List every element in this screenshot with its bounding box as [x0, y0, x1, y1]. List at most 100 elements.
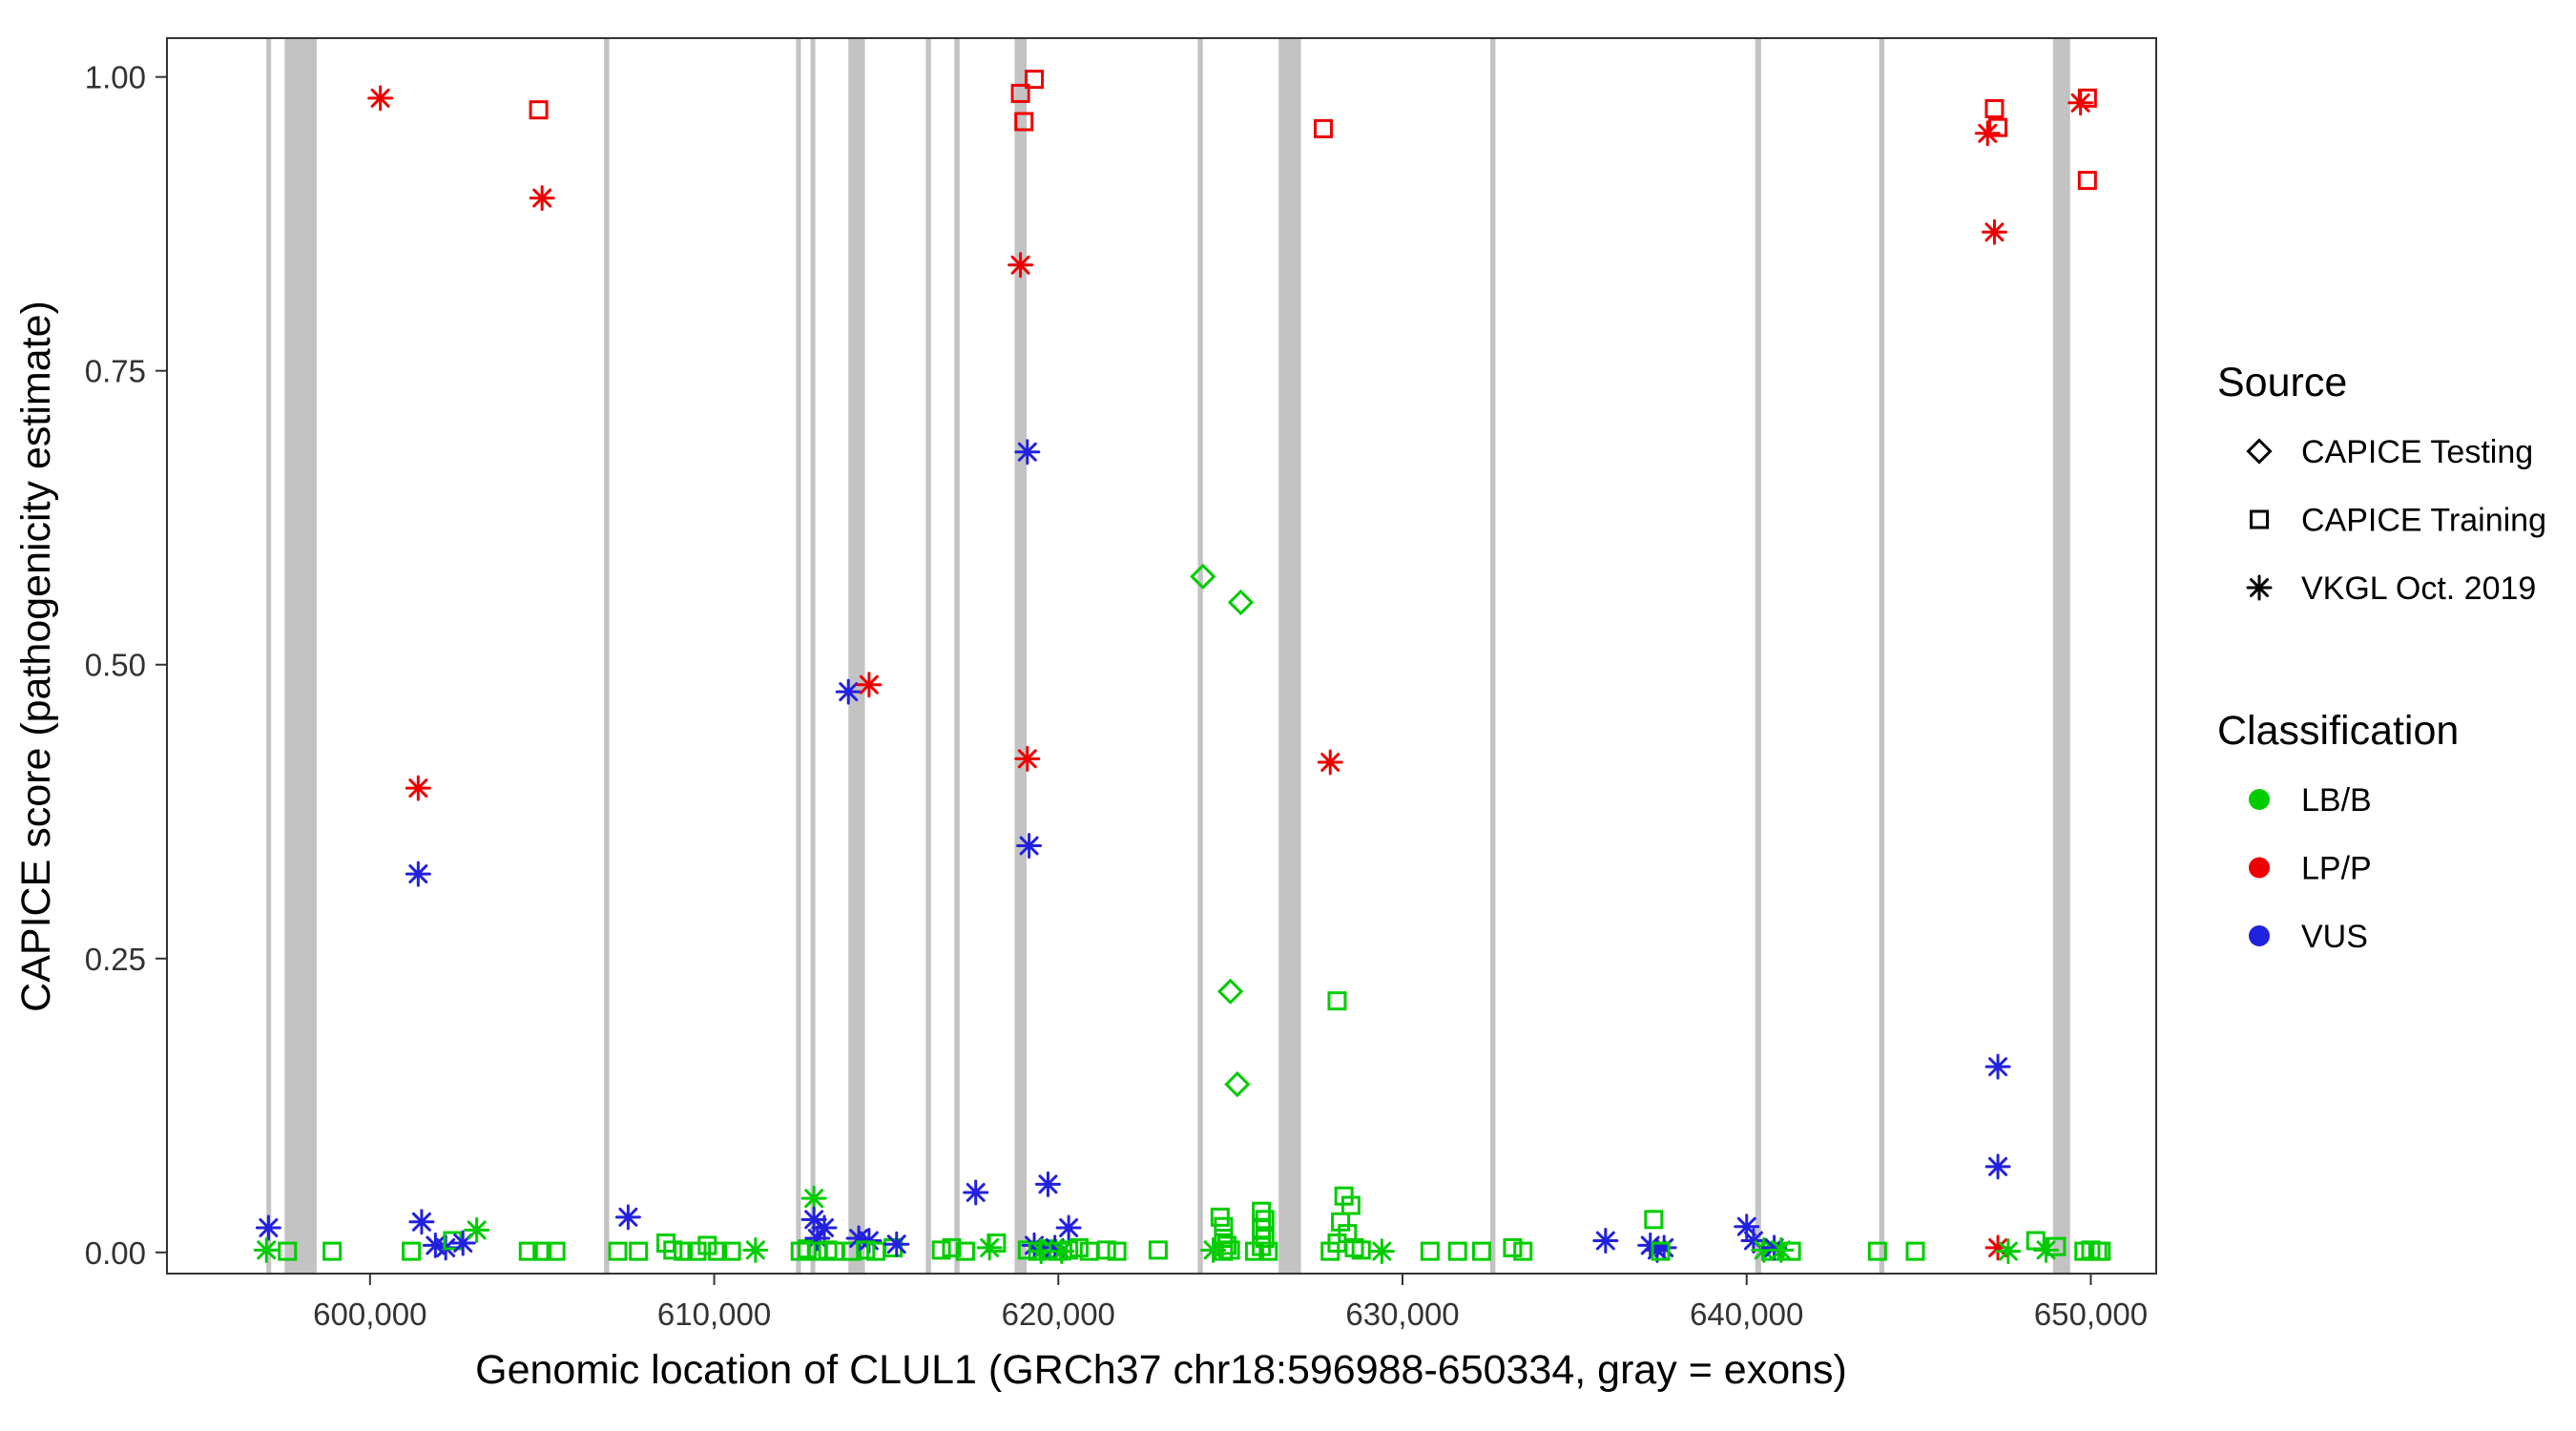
point-square [629, 1241, 649, 1261]
point-square [856, 1240, 876, 1260]
point-square [1471, 1241, 1491, 1261]
point-asterisk-ray [1595, 1231, 1615, 1251]
point-square [2046, 1236, 2067, 1256]
point-square [841, 1241, 862, 1261]
point-asterisk-ray [618, 1207, 638, 1227]
y-tick-label: 0.25 [85, 942, 146, 977]
point-square [1220, 1240, 1240, 1260]
exon-band [1278, 38, 1301, 1274]
exon-band [925, 38, 931, 1274]
legend-classification-item-label: LB/B [2301, 782, 2372, 819]
exon-band [848, 38, 865, 1274]
point-square [532, 1241, 552, 1261]
legend-source-item-label: CAPICE Training [2301, 503, 2546, 539]
point-asterisk-ray [259, 1217, 279, 1237]
point-square [1314, 118, 1334, 138]
point-square [1651, 1241, 1671, 1261]
x-tick-label: 620,000 [1002, 1296, 1115, 1332]
point-square [663, 1240, 683, 1260]
point-square [797, 1239, 817, 1259]
point-square [1148, 1240, 1168, 1260]
legend-source-item-label: VKGL Oct. 2019 [2301, 570, 2536, 607]
exon-band [1489, 38, 1496, 1274]
axis-ticks: 600,000 610,000 620,000 630,000 640,000 650,0… [85, 60, 2148, 1332]
plot-panel-border [166, 37, 2157, 1275]
point-asterisk-ray [1984, 222, 2005, 242]
point-square [1096, 1240, 1116, 1260]
exon-band [810, 38, 816, 1274]
point-square [674, 1241, 694, 1261]
point-square [1217, 1235, 1237, 1255]
point-asterisk-ray [1372, 1241, 1392, 1261]
point-asterisk-ray [1010, 255, 1030, 275]
point-square [322, 1241, 343, 1261]
point-asterisk-ray [1017, 749, 1037, 769]
point-square [518, 1241, 538, 1261]
y-axis-title: CAPICE score (pathogenicity estimate) [13, 301, 59, 1012]
point-square [1014, 112, 1034, 132]
point-square [2077, 88, 2097, 108]
x-tick-label: 610,000 [657, 1296, 771, 1332]
point-asterisk-ray [839, 682, 859, 702]
point-square [721, 1241, 741, 1261]
point-square [1781, 1241, 1801, 1261]
data-points [253, 70, 2111, 1265]
point-asterisk-ray [532, 188, 552, 208]
point-square [987, 1233, 1007, 1253]
exon-band [954, 38, 960, 1274]
x-tick-label: 650,000 [2034, 1296, 2148, 1332]
point-square [1420, 1241, 1440, 1261]
x-tick-label: 630,000 [1345, 1296, 1459, 1332]
point-square [1503, 1237, 1523, 1257]
point-asterisk-ray [1059, 1217, 1079, 1237]
legend-classification-item-label: VUS [2301, 919, 2368, 955]
y-tick-label: 1.00 [85, 60, 146, 95]
legend-classification-swatch [2249, 857, 2270, 879]
point-asterisk-ray [408, 864, 428, 884]
point-asterisk-ray [849, 1229, 869, 1249]
y-tick-label: 0.50 [85, 648, 146, 683]
point-asterisk-ray [1988, 1156, 2008, 1176]
point-square [1644, 1210, 1664, 1230]
exon-band [266, 38, 272, 1274]
point-square [1340, 1195, 1361, 1215]
point-square [2250, 509, 2269, 529]
point-asterisk-ray [2250, 578, 2269, 597]
exon-band [1197, 38, 1203, 1274]
point-diamond [1224, 1070, 1251, 1098]
point-square [1984, 98, 2005, 118]
point-square [1258, 1241, 1278, 1261]
point-diamond [1190, 563, 1216, 590]
x-axis-title: Genomic location of CLUL1 (GRCh37 chr18:… [475, 1347, 1847, 1393]
point-square [1025, 70, 1045, 90]
point-asterisk-ray [859, 674, 879, 695]
x-tick-label: 640,000 [1690, 1296, 1803, 1332]
point-square [697, 1235, 717, 1255]
point-square [1069, 1237, 1089, 1257]
point-asterisk-ray [467, 1220, 487, 1240]
point-asterisk-ray [1320, 753, 1340, 772]
y-tick-label: 0.00 [85, 1235, 146, 1271]
legend-source-title: Source [2217, 360, 2347, 405]
point-asterisk-ray [1771, 1240, 1791, 1260]
point-square [1905, 1241, 1925, 1261]
legend-classification-item-label: LP/P [2301, 851, 2372, 887]
point-asterisk-ray [2036, 1240, 2056, 1260]
point-asterisk-ray [966, 1182, 986, 1202]
point-square [402, 1241, 422, 1261]
point-asterisk-ray [804, 1210, 824, 1230]
point-square [1107, 1241, 1127, 1261]
exon-band [604, 38, 610, 1274]
legend-classification-title: Classification [2217, 708, 2459, 754]
point-asterisk-ray [426, 1235, 446, 1255]
exon-band [284, 38, 317, 1274]
point-square [2077, 171, 2097, 191]
point-square [1214, 1216, 1234, 1236]
exon-band [1014, 38, 1028, 1274]
point-square [529, 100, 549, 120]
legend-source-item-label: CAPICE Testing [2301, 434, 2533, 470]
point-asterisk-ray [886, 1234, 906, 1255]
point-square [1010, 83, 1030, 103]
